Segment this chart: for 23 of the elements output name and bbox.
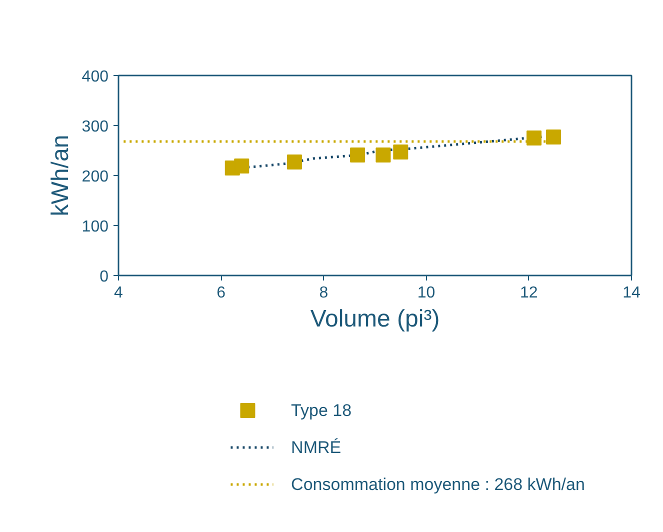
legend-label: Consommation moyenne : 268 kWh/an xyxy=(291,475,585,494)
x-tick-label: 8 xyxy=(319,284,328,302)
legend-label: Type 18 xyxy=(291,401,352,420)
y-tick-label: 0 xyxy=(100,268,109,286)
x-tick-label: 4 xyxy=(114,284,124,302)
y-tick-label: 300 xyxy=(82,118,109,136)
legend-label: NMRÉ xyxy=(291,438,342,457)
point xyxy=(234,158,250,174)
y-tick-label: 100 xyxy=(82,218,109,236)
y-tick-label: 400 xyxy=(82,68,109,86)
point xyxy=(393,144,408,160)
point xyxy=(286,154,302,170)
point xyxy=(350,148,366,162)
x-tick-label: 12 xyxy=(520,284,538,302)
y-axis-title: kWh/an xyxy=(46,134,74,216)
x-axis-title: Volume (pi³) xyxy=(310,306,440,332)
point xyxy=(526,130,542,146)
x-tick-label: 14 xyxy=(622,284,640,302)
x-tick-label: 6 xyxy=(216,284,226,302)
point xyxy=(546,130,562,144)
y-tick-label: 200 xyxy=(82,168,109,186)
point xyxy=(376,148,391,162)
x-tick-label: 10 xyxy=(417,284,436,302)
